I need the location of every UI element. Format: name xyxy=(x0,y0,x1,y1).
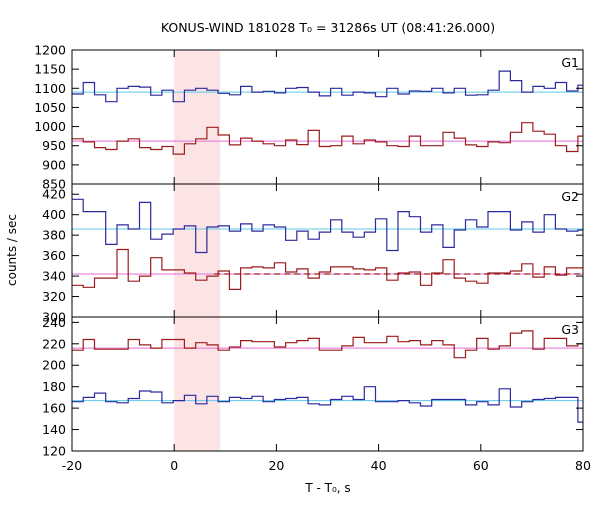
series-line-blue xyxy=(72,70,583,103)
y-tick-label: 140 xyxy=(42,422,66,437)
series-line-red xyxy=(72,122,583,155)
y-tick-label: 240 xyxy=(42,315,66,330)
y-tick-label: 950 xyxy=(42,138,66,153)
panel-frame xyxy=(71,49,584,185)
panel-1: 850 900 950 1000 1050 1100 1150 1200 G1 xyxy=(34,43,584,192)
plot-layer: 85090095010001050110011501200G1300320340… xyxy=(34,43,591,474)
y-tick-label: 340 xyxy=(42,269,66,284)
y-tick-label: 1050 xyxy=(34,100,66,115)
y-tick-label: 850 xyxy=(42,177,66,192)
y-tick-label: 400 xyxy=(42,207,66,222)
chart-title: KONUS-WIND 181028 T₀ = 31286s UT (08:41:… xyxy=(161,20,495,35)
y-tick-label: 300 xyxy=(42,310,66,325)
panel-3: 120 140 160 180 200 220 240 G3 xyxy=(42,315,584,459)
y-tick-label: 160 xyxy=(42,401,66,416)
x-tick-label: 60 xyxy=(473,458,489,473)
y-tick-label: 420 xyxy=(42,187,66,202)
series-line-red xyxy=(72,330,583,359)
y-tick-label: 320 xyxy=(42,289,66,304)
panel-label: G1 xyxy=(561,55,579,70)
y-tick-label: 1000 xyxy=(34,119,66,134)
panel-label: G2 xyxy=(561,189,579,204)
panel-2: 300 320 340 360 380 400 420 G2 xyxy=(42,183,584,325)
y-tick-label: 180 xyxy=(42,379,66,394)
panel-frame xyxy=(71,183,584,318)
panel-frame xyxy=(71,316,584,452)
series-line-red xyxy=(72,248,583,290)
highlight-interval xyxy=(174,50,221,451)
y-tick-label: 220 xyxy=(42,336,66,351)
series-line-blue xyxy=(72,386,583,423)
y-tick-label: 900 xyxy=(42,157,66,172)
x-tick-label: 40 xyxy=(371,458,387,473)
x-tick-label: 0 xyxy=(170,458,178,473)
panel-label: G3 xyxy=(561,322,579,337)
y-tick-label: 1200 xyxy=(34,43,66,58)
series-line-blue xyxy=(72,198,583,254)
y-tick-label: 380 xyxy=(42,228,66,243)
x-tick-label: -20 xyxy=(62,458,82,473)
y-tick-label: 1150 xyxy=(34,62,66,77)
x-tick-label: 80 xyxy=(575,458,591,473)
y-tick-label: 120 xyxy=(42,444,66,459)
y-tick-label: 1100 xyxy=(34,81,66,96)
y-axis-label: counts / sec xyxy=(5,214,19,286)
x-tick-label: 20 xyxy=(268,458,284,473)
y-tick-label: 360 xyxy=(42,248,66,263)
x-axis-label: T - T₀, s xyxy=(304,481,350,495)
y-tick-label: 200 xyxy=(42,358,66,373)
